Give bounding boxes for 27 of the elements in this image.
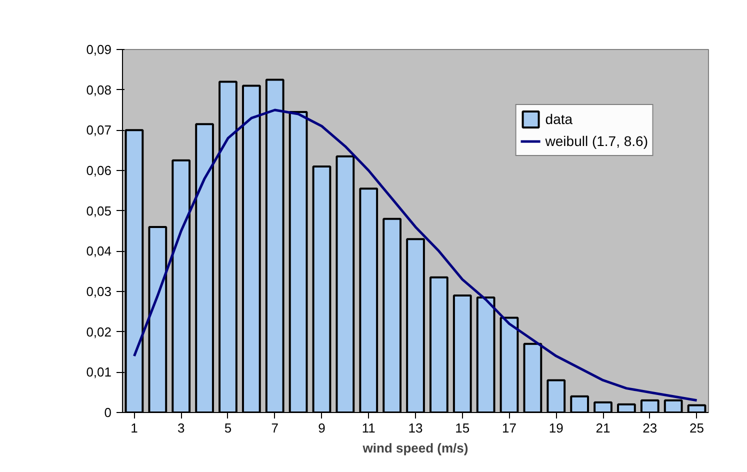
x-axis-title: wind speed (m/s) [362, 440, 468, 456]
x-tick-label: 25 [690, 420, 704, 436]
y-tick-label: 0,02 [86, 324, 112, 340]
x-tick-label: 7 [271, 420, 278, 436]
x-tick-label: 1 [130, 420, 138, 436]
x-tick-label: 3 [177, 420, 185, 436]
x-tick-label: 19 [548, 420, 564, 436]
legend-label: data [545, 111, 573, 127]
x-tick-label: 9 [318, 420, 326, 436]
x-tick-label: 13 [408, 420, 423, 436]
x-tick-label: 17 [502, 420, 516, 436]
x-tick-label: 5 [224, 420, 232, 436]
y-tick-label: 0,01 [86, 364, 112, 380]
y-tick-label: 0,07 [86, 122, 112, 138]
x-tick-label: 23 [642, 420, 658, 436]
x-tick-label: 21 [596, 420, 610, 436]
y-tick-label: 0,06 [86, 163, 112, 178]
y-tick-label: 0,04 [86, 244, 112, 259]
x-tick-label: 15 [455, 420, 470, 436]
y-tick-label: 0,09 [86, 42, 112, 57]
y-tick-label: 0,05 [86, 203, 112, 218]
y-tick-label: 0,03 [86, 284, 112, 299]
x-tick-label: 11 [362, 420, 376, 436]
y-tick-label: 0 [104, 405, 112, 420]
line-series [132, 108, 698, 402]
y-tick-label: 0,08 [86, 82, 112, 98]
legend-label: weibull (1.7, 8.6) [545, 133, 648, 149]
